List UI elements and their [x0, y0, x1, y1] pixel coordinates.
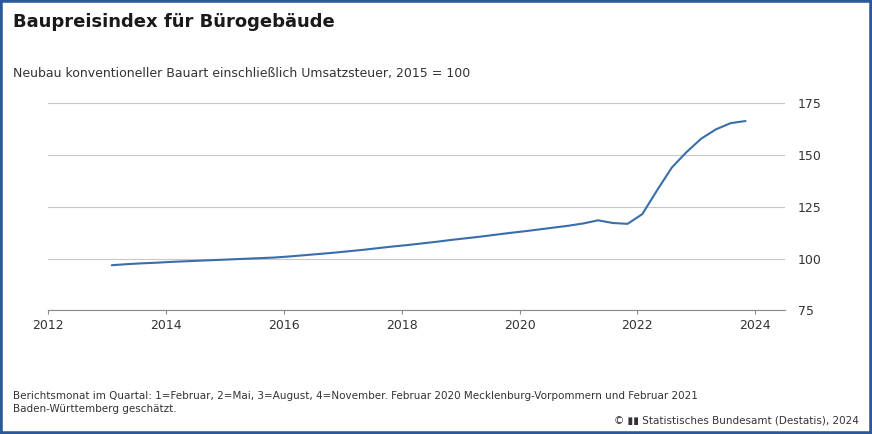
- Text: Berichtsmonat im Quartal: 1=Februar, 2=Mai, 3=August, 4=November. Februar 2020 M: Berichtsmonat im Quartal: 1=Februar, 2=M…: [13, 391, 698, 414]
- Text: Neubau konventioneller Bauart einschließlich Umsatzsteuer, 2015 = 100: Neubau konventioneller Bauart einschließ…: [13, 67, 470, 80]
- Text: © ▮▮ Statistisches Bundesamt (Destatis), 2024: © ▮▮ Statistisches Bundesamt (Destatis),…: [614, 415, 859, 425]
- Text: Baupreisindex für Bürogebäude: Baupreisindex für Bürogebäude: [13, 13, 335, 31]
